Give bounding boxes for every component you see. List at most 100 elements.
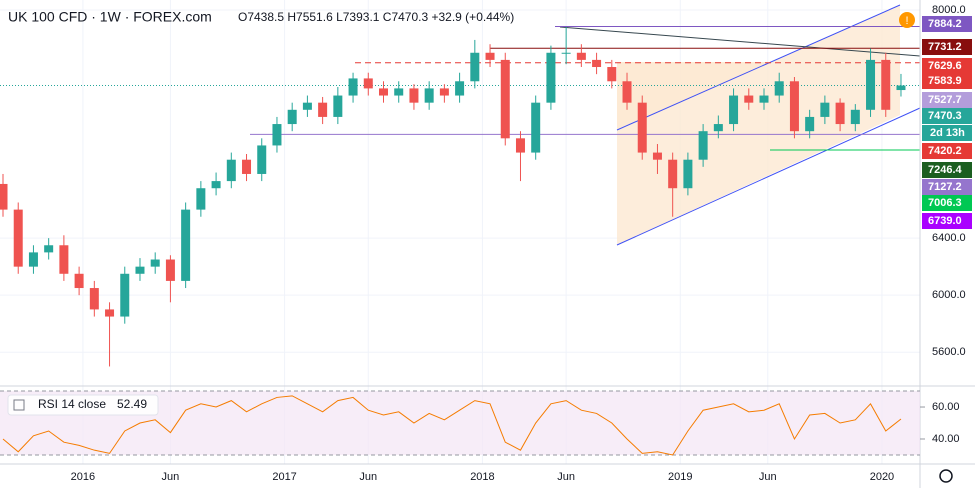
price-tag xyxy=(922,195,972,211)
candle-body xyxy=(363,78,373,89)
candle-body xyxy=(683,159,693,189)
channel-lower xyxy=(616,107,921,246)
candle-body xyxy=(668,159,678,189)
candle-body xyxy=(348,78,358,96)
price-tag xyxy=(922,92,972,108)
candle-body xyxy=(470,52,480,82)
candle-body xyxy=(759,95,769,103)
price-tag xyxy=(922,162,972,178)
price-tag xyxy=(922,58,972,74)
candle-body xyxy=(729,95,739,125)
rsi-line xyxy=(2,395,902,456)
countdown-tag xyxy=(922,125,972,141)
collapse-icon[interactable] xyxy=(13,399,25,411)
rsi-tick-label: 40.00 xyxy=(932,433,960,445)
candle-body xyxy=(0,183,8,210)
candle-body xyxy=(576,52,586,60)
candle-body xyxy=(287,109,297,125)
candle-body xyxy=(789,81,799,132)
x-tick-label: 2020 xyxy=(870,471,894,483)
candle-body xyxy=(302,102,312,110)
candle-body xyxy=(105,309,115,317)
candle-body xyxy=(835,102,845,125)
rsi-name: RSI 14 close xyxy=(38,397,106,411)
price-tag-label: 6739.0 xyxy=(928,215,962,227)
price-tag xyxy=(922,73,972,89)
candle-body xyxy=(698,131,708,160)
candle-body xyxy=(561,52,571,54)
channel-upper xyxy=(616,4,901,131)
candle-body xyxy=(866,59,876,110)
price-tag xyxy=(922,179,972,195)
candle-body xyxy=(272,124,282,146)
candle-body xyxy=(74,273,84,289)
price-tag xyxy=(922,39,972,55)
rsi-value: 52.49 xyxy=(117,397,147,411)
settings-icon[interactable] xyxy=(939,469,953,483)
rsi-pane: 40.00 60.00 xyxy=(0,390,960,456)
price-tag-label: 7583.9 xyxy=(928,75,962,87)
candle-body xyxy=(439,88,449,96)
candle-body xyxy=(531,102,541,153)
price-tags: 7884.2 7731.2 7629.6 7583.9 7527.7 7470.3 7420… xyxy=(922,16,972,229)
candle-body xyxy=(896,85,906,91)
price-tag-label: 7731.2 xyxy=(928,41,962,53)
candle-body xyxy=(196,188,206,210)
candle-body xyxy=(546,52,556,103)
price-tag-label: 7527.7 xyxy=(928,94,962,106)
candle-body xyxy=(318,102,328,117)
ohlc-readout: O7438.5 H7551.6 L7393.1 C7470.3 +32.9 (+… xyxy=(238,10,514,24)
x-tick-label: 2016 xyxy=(71,471,95,483)
price-tag-label: 7629.6 xyxy=(928,60,962,72)
price-tag-label: 7246.4 xyxy=(928,164,963,176)
rsi-tick-label: 60.00 xyxy=(932,401,960,413)
candle-body xyxy=(181,209,191,281)
x-tick-label: 2018 xyxy=(470,471,494,483)
candle-body xyxy=(485,52,495,60)
y-tick-label: 8000.0 xyxy=(932,4,966,16)
y-tick-label: 6400.0 xyxy=(932,232,966,244)
candle-body xyxy=(257,145,267,174)
candles xyxy=(0,27,906,367)
price-tag-label: 7127.2 xyxy=(928,181,962,193)
candle-body xyxy=(394,88,404,96)
candle-body xyxy=(652,152,662,160)
rsi-legend xyxy=(7,394,159,416)
trend-line xyxy=(559,26,921,57)
candle-body xyxy=(13,209,23,267)
candle-body xyxy=(515,138,525,153)
candle-body xyxy=(44,245,54,253)
candle-body xyxy=(89,288,99,310)
countdown-label: 2d 13h xyxy=(930,127,965,139)
candle-body xyxy=(820,102,830,117)
candle-body xyxy=(226,159,236,182)
candle-body xyxy=(713,124,723,132)
x-tick-label: Jun xyxy=(557,471,575,483)
candle-body xyxy=(135,266,145,274)
price-tag-label: 7420.2 xyxy=(928,145,962,157)
y-tick-label: 5600.0 xyxy=(932,346,966,358)
candle-body xyxy=(424,88,434,103)
price-tag-label: 7470.3 xyxy=(928,110,962,122)
candle-body xyxy=(455,81,465,96)
candle-body xyxy=(379,88,389,96)
price-tag xyxy=(922,143,972,159)
candle-body xyxy=(500,59,510,139)
candle-body xyxy=(850,109,860,125)
candle-body xyxy=(333,95,343,117)
candle-body xyxy=(120,273,130,317)
price-tag xyxy=(922,108,972,124)
candle-body xyxy=(805,116,815,132)
candle-body xyxy=(150,259,160,267)
x-tick-label: Jun xyxy=(162,471,180,483)
price-tag-label: 7884.2 xyxy=(928,18,962,30)
x-tick-label: Jun xyxy=(359,471,377,483)
x-tick-label: 2019 xyxy=(668,471,692,483)
candle-body xyxy=(622,81,632,103)
candle-body xyxy=(774,81,784,96)
x-tick-label: 2017 xyxy=(272,471,296,483)
x-tick-label: Jun xyxy=(759,471,777,483)
levels xyxy=(0,25,920,135)
alert-icon[interactable] xyxy=(899,12,915,28)
candle-body xyxy=(637,102,647,153)
